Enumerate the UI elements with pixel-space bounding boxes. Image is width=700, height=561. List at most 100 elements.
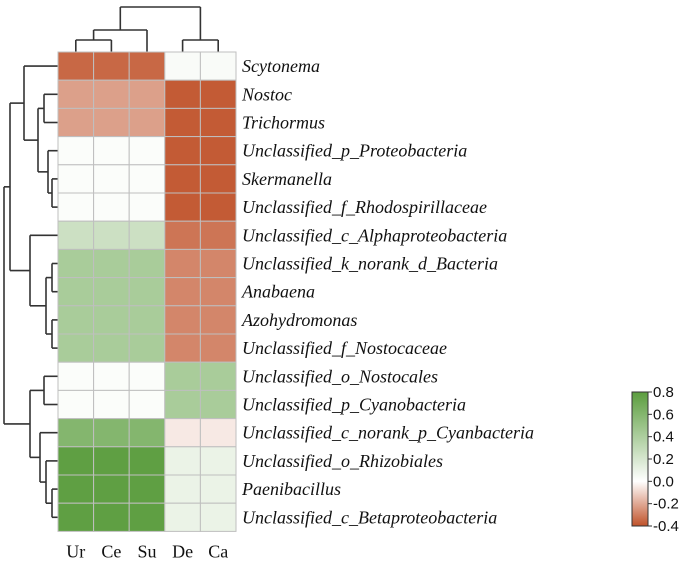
row-label: Azohydromonas	[241, 310, 357, 330]
heatmap-cell	[164, 418, 201, 448]
heatmap-cell	[57, 79, 95, 109]
legend-tick-label: 0.8	[653, 384, 674, 401]
heatmap-cell	[93, 192, 130, 222]
heatmap-cell	[57, 361, 95, 391]
heatmap-cell	[199, 79, 237, 109]
heatmap-cell	[164, 220, 201, 250]
row-label: Unclassified_f_Nostocaceae	[242, 338, 447, 358]
heatmap-cell	[128, 248, 166, 279]
heatmap-cell	[57, 248, 95, 279]
heatmap-cell	[93, 277, 130, 307]
legend-tick-label: 0.2	[653, 451, 674, 468]
legend-colorbar	[631, 391, 649, 527]
heatmap-cell	[199, 418, 237, 448]
row-labels: Scytonema Nostoc Trichormus Unclassified_p_…	[241, 56, 534, 527]
heatmap-cell	[57, 51, 95, 81]
heatmap-cell	[199, 107, 237, 138]
heatmap-cell	[164, 51, 201, 81]
legend-tick-label: -0.2	[653, 496, 679, 513]
row-dendrogram	[3, 65, 58, 519]
heatmap-cell	[199, 136, 237, 166]
heatmap-cell	[57, 333, 95, 363]
heatmap-cell	[93, 79, 130, 109]
heatmap-cell	[164, 305, 201, 335]
heatmap-cell	[57, 305, 95, 335]
heatmap-cell	[164, 361, 201, 391]
row-label: Unclassified_f_Rhodospirillaceae	[242, 197, 487, 217]
heatmap-cell	[57, 136, 95, 166]
heatmap-cell	[93, 220, 130, 250]
heatmap-cell	[199, 164, 237, 194]
row-label: Unclassified_c_Betaproteobacteria	[242, 507, 497, 527]
column-dendrogram	[75, 6, 219, 52]
heatmap-cell	[128, 305, 166, 335]
heatmap-cell	[93, 474, 130, 504]
heatmap-cell	[199, 389, 237, 420]
heatmap-cell	[199, 277, 237, 307]
heatmap-cell	[199, 474, 237, 504]
row-label: Unclassified_o_Rhizobiales	[242, 451, 443, 471]
heatmap-cell	[128, 220, 166, 250]
heatmap-cell	[57, 389, 95, 420]
row-label: Skermanella	[242, 169, 332, 189]
row-label: Unclassified_o_Nostocales	[242, 366, 438, 386]
row-label: Unclassified_c_Alphaproteobacteria	[242, 225, 507, 245]
heatmap-cell	[164, 389, 201, 420]
row-label: Unclassified_p_Cyanobacteria	[242, 395, 466, 415]
heatmap-cell	[199, 220, 237, 250]
heatmap-cell	[93, 446, 130, 476]
heatmap-cell	[199, 333, 237, 363]
heatmap-cell	[128, 51, 166, 81]
legend-tick-label: 0.4	[653, 429, 674, 446]
heatmap-cell	[199, 361, 237, 391]
heatmap-cell	[164, 164, 201, 194]
row-label: Unclassified_c_norank_p_Cyanbacteria	[242, 423, 534, 443]
heatmap-cell	[199, 51, 237, 81]
column-label: Su	[137, 541, 156, 561]
heatmap-cell	[128, 474, 166, 504]
heatmap-cell	[93, 248, 130, 279]
heatmap-cell	[57, 474, 95, 504]
row-label: Trichormus	[242, 113, 325, 133]
row-label: Scytonema	[242, 56, 320, 76]
row-label: Anabaena	[241, 282, 315, 302]
heatmap-cell	[57, 418, 95, 448]
column-label: Ce	[101, 541, 121, 561]
color-legend: 0.8 0.6 0.4 0.2 0.0 -0.2 -0.4	[631, 384, 679, 535]
heatmap-cell	[57, 192, 95, 222]
column-label: Ca	[208, 541, 228, 561]
heatmap-cell	[128, 361, 166, 391]
heatmap-cell	[128, 192, 166, 222]
heatmap-cell	[93, 418, 130, 448]
heatmap-cell	[199, 248, 237, 279]
heatmap-cell	[199, 192, 237, 222]
heatmap-cell	[164, 502, 201, 532]
heatmap-cell	[199, 502, 237, 532]
row-label: Unclassified_k_norank_d_Bacteria	[242, 254, 498, 274]
legend-tick-label: -0.4	[653, 518, 679, 535]
heatmap-cell	[128, 164, 166, 194]
heatmap-cell	[57, 164, 95, 194]
row-label: Unclassified_p_Proteobacteria	[242, 141, 467, 161]
heatmap-cell	[93, 389, 130, 420]
heatmap-cell	[128, 107, 166, 138]
heatmap-cell	[128, 389, 166, 420]
legend-tick-label: 0.0	[653, 473, 674, 490]
heatmap-cell	[199, 305, 237, 335]
heatmap-cell	[128, 333, 166, 363]
heatmap-cell	[164, 248, 201, 279]
heatmap-cell	[57, 107, 95, 138]
heatmap-cell	[128, 277, 166, 307]
heatmap-cell	[164, 79, 201, 109]
heatmap-cell	[93, 51, 130, 81]
heatmap-cell	[57, 220, 95, 250]
heatmap-cell	[57, 446, 95, 476]
column-label: Ur	[66, 541, 85, 561]
heatmap-cell	[164, 136, 201, 166]
heatmap-cell	[128, 418, 166, 448]
heatmap-cell	[93, 502, 130, 532]
heatmap-cell	[93, 136, 130, 166]
heatmap-cell	[164, 277, 201, 307]
heatmap-cell	[93, 361, 130, 391]
heatmap-cell	[164, 446, 201, 476]
